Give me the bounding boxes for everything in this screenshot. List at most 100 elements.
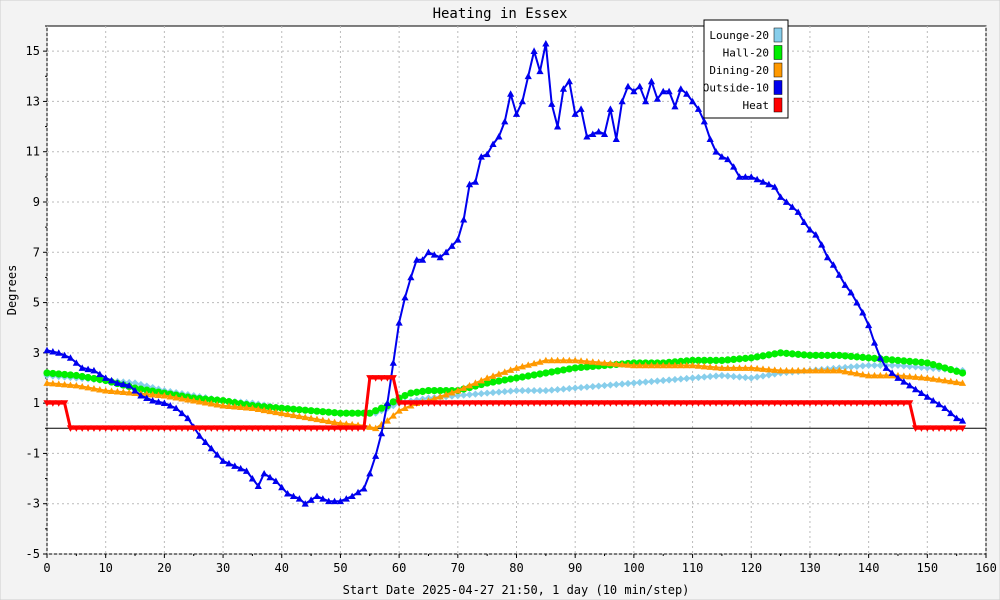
data-point bbox=[688, 97, 697, 105]
data-point bbox=[342, 420, 350, 427]
data-point bbox=[683, 374, 691, 383]
data-point bbox=[794, 400, 802, 407]
data-point bbox=[395, 400, 403, 407]
data-point bbox=[360, 485, 368, 492]
data-point bbox=[700, 400, 708, 407]
data-point bbox=[659, 376, 667, 385]
data-point bbox=[442, 386, 450, 395]
data-point bbox=[172, 425, 180, 432]
data-point bbox=[911, 385, 920, 393]
data-point bbox=[477, 400, 485, 407]
data-point bbox=[841, 367, 849, 375]
data-point bbox=[571, 110, 579, 117]
data-point bbox=[248, 425, 257, 432]
x-tick-label: 100 bbox=[623, 561, 645, 575]
data-point bbox=[313, 425, 321, 432]
data-point bbox=[929, 364, 937, 372]
data-point bbox=[771, 370, 779, 378]
data-point bbox=[571, 400, 579, 407]
data-point bbox=[953, 425, 961, 432]
data-point bbox=[530, 359, 538, 367]
y-tick-label: 9 bbox=[33, 195, 40, 209]
data-point bbox=[941, 404, 949, 412]
data-point bbox=[330, 418, 339, 426]
data-point bbox=[865, 354, 873, 362]
data-point bbox=[178, 395, 186, 402]
legend-label: Lounge-20 bbox=[709, 29, 769, 42]
x-tick-label: 130 bbox=[799, 561, 821, 575]
data-point bbox=[818, 241, 826, 248]
data-point bbox=[747, 374, 755, 382]
data-point bbox=[542, 356, 550, 364]
y-tick-label: -5 bbox=[26, 547, 40, 561]
data-point bbox=[536, 386, 544, 395]
x-tick-label: 150 bbox=[916, 561, 938, 575]
data-point bbox=[295, 406, 303, 414]
data-point bbox=[43, 346, 51, 354]
data-point bbox=[911, 358, 920, 366]
data-point bbox=[366, 423, 374, 430]
data-point bbox=[935, 376, 943, 383]
data-point bbox=[61, 351, 69, 359]
data-point bbox=[419, 400, 427, 407]
data-point bbox=[659, 400, 667, 407]
data-point bbox=[941, 425, 949, 432]
data-point bbox=[465, 390, 474, 399]
data-point bbox=[788, 203, 796, 210]
data-point bbox=[401, 400, 409, 407]
data-point bbox=[589, 382, 597, 391]
data-point bbox=[853, 362, 861, 371]
data-point bbox=[636, 378, 644, 387]
data-point bbox=[160, 425, 168, 432]
data-point bbox=[501, 387, 509, 396]
data-point bbox=[219, 402, 227, 409]
data-point bbox=[730, 355, 738, 363]
data-point bbox=[612, 380, 620, 389]
data-point bbox=[125, 425, 133, 432]
data-point bbox=[154, 425, 163, 432]
data-point bbox=[718, 153, 726, 160]
data-point bbox=[906, 400, 914, 407]
data-point bbox=[853, 400, 861, 407]
data-point bbox=[471, 400, 480, 407]
y-tick-label: 1 bbox=[33, 396, 40, 410]
data-point bbox=[260, 406, 268, 414]
legend-label: Outside-10 bbox=[703, 82, 769, 95]
data-point bbox=[829, 261, 838, 268]
data-point bbox=[741, 354, 749, 362]
x-tick-label: 60 bbox=[392, 561, 406, 575]
data-point bbox=[307, 425, 315, 432]
data-point bbox=[694, 373, 703, 382]
data-point bbox=[131, 379, 139, 387]
data-point bbox=[553, 356, 562, 364]
data-point bbox=[906, 357, 914, 366]
data-point bbox=[166, 425, 174, 432]
data-point bbox=[131, 425, 139, 432]
data-point bbox=[512, 374, 521, 382]
data-point bbox=[553, 367, 562, 375]
data-point bbox=[882, 364, 890, 371]
data-point bbox=[694, 362, 703, 369]
data-point bbox=[800, 218, 808, 225]
data-point bbox=[66, 425, 75, 432]
data-point bbox=[489, 140, 497, 148]
data-point bbox=[90, 374, 98, 383]
data-point bbox=[947, 366, 955, 374]
data-point bbox=[829, 366, 838, 374]
data-point bbox=[718, 356, 726, 364]
legend-swatch bbox=[773, 97, 783, 113]
data-point bbox=[947, 425, 955, 432]
data-point bbox=[900, 357, 908, 365]
data-point bbox=[242, 404, 251, 411]
data-point bbox=[771, 400, 779, 407]
data-point bbox=[84, 383, 92, 391]
x-tick-label: 110 bbox=[682, 561, 704, 575]
data-point bbox=[823, 351, 832, 359]
y-axis-label: Degrees bbox=[5, 265, 19, 316]
data-point bbox=[835, 366, 843, 374]
data-point bbox=[330, 497, 339, 505]
data-point bbox=[149, 425, 157, 432]
data-point bbox=[741, 373, 749, 382]
data-point bbox=[647, 377, 656, 386]
data-point bbox=[483, 400, 491, 407]
